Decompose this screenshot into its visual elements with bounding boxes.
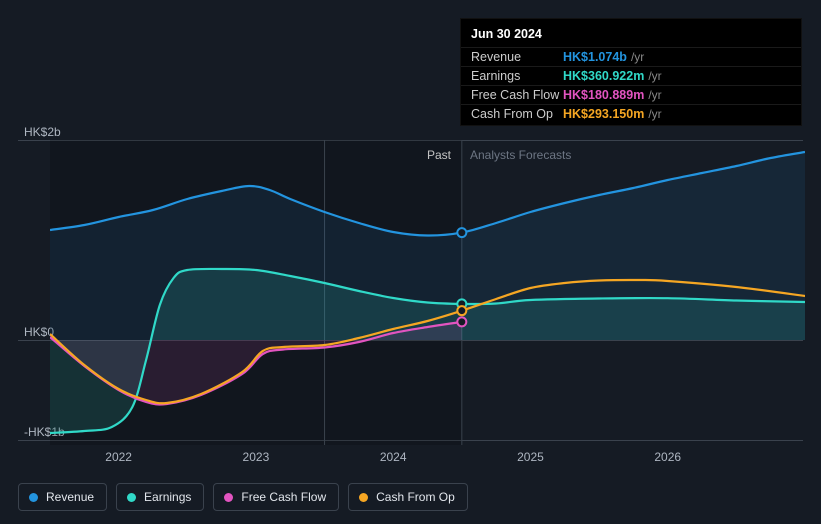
- tooltip-row-label: Earnings: [471, 69, 563, 83]
- hover-tooltip: Jun 30 2024 RevenueHK$1.074b/yrEarningsH…: [460, 18, 802, 126]
- legend-dot-icon: [29, 493, 38, 502]
- tooltip-header: Jun 30 2024: [461, 23, 801, 47]
- series-marker-revenue: [457, 228, 466, 237]
- legend-label: Revenue: [46, 490, 94, 504]
- tooltip-row-unit: /yr: [644, 88, 661, 102]
- legend-dot-icon: [224, 493, 233, 502]
- legend-dot-icon: [127, 493, 136, 502]
- x-axis-label: 2022: [105, 450, 132, 464]
- chart-container: Jun 30 2024 RevenueHK$1.074b/yrEarningsH…: [0, 0, 821, 524]
- legend-label: Free Cash Flow: [241, 490, 326, 504]
- series-marker-fcf: [457, 317, 466, 326]
- x-axis-label: 2025: [517, 450, 544, 464]
- y-axis-label: HK$2b: [24, 125, 61, 139]
- tooltip-row-value: HK$360.922m: [563, 69, 644, 83]
- x-axis: 2022 2023 2024 2025 2026: [50, 450, 805, 470]
- tooltip-row-unit: /yr: [627, 50, 644, 64]
- legend-item-fcf[interactable]: Free Cash Flow: [213, 483, 339, 511]
- tooltip-row-value: HK$1.074b: [563, 50, 627, 64]
- legend-label: Earnings: [144, 490, 191, 504]
- tooltip-row: RevenueHK$1.074b/yr: [461, 47, 801, 66]
- tooltip-row-unit: /yr: [644, 107, 661, 121]
- x-axis-label: 2024: [380, 450, 407, 464]
- tooltip-row-value: HK$293.150m: [563, 107, 644, 121]
- legend-dot-icon: [359, 493, 368, 502]
- tooltip-row: EarningsHK$360.922m/yr: [461, 66, 801, 85]
- tooltip-row-label: Revenue: [471, 50, 563, 64]
- tooltip-row-label: Cash From Op: [471, 107, 563, 121]
- legend: Revenue Earnings Free Cash Flow Cash From O…: [18, 483, 468, 511]
- legend-label: Cash From Op: [376, 490, 455, 504]
- tooltip-row-label: Free Cash Flow: [471, 88, 563, 102]
- x-axis-label: 2026: [654, 450, 681, 464]
- tooltip-row-value: HK$180.889m: [563, 88, 644, 102]
- legend-item-cfo[interactable]: Cash From Op: [348, 483, 468, 511]
- tooltip-row-unit: /yr: [644, 69, 661, 83]
- plot-area[interactable]: [50, 140, 805, 440]
- tooltip-row: Cash From OpHK$293.150m/yr: [461, 104, 801, 123]
- tooltip-row: Free Cash FlowHK$180.889m/yr: [461, 85, 801, 104]
- legend-item-revenue[interactable]: Revenue: [18, 483, 107, 511]
- series-marker-cfo: [457, 306, 466, 315]
- legend-item-earnings[interactable]: Earnings: [116, 483, 204, 511]
- x-axis-label: 2023: [243, 450, 270, 464]
